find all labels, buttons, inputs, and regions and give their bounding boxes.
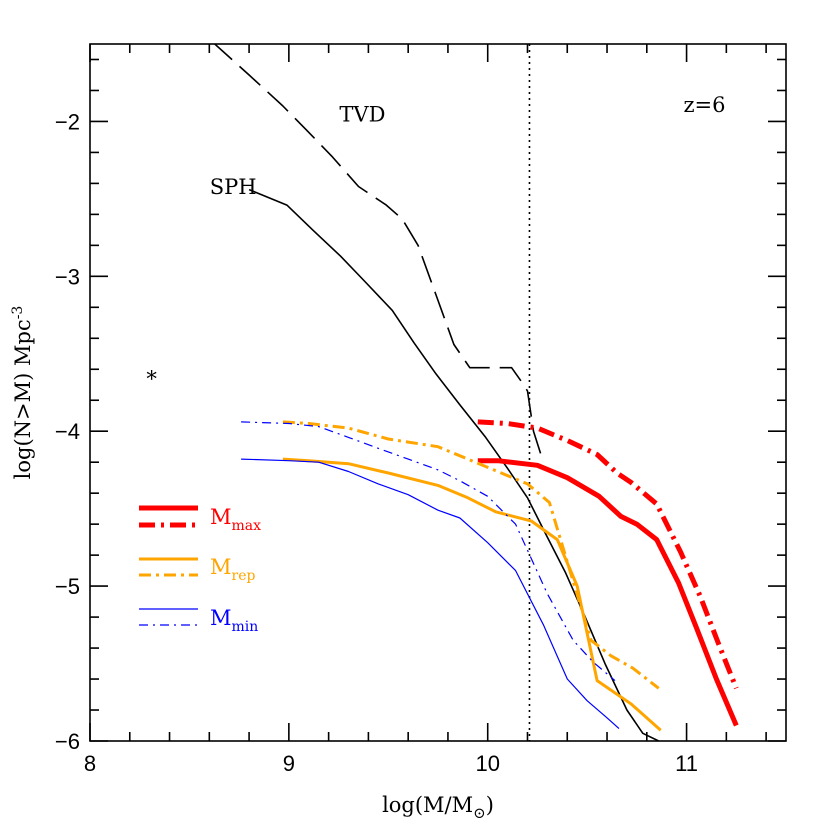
y-tick-label: −5 bbox=[55, 574, 80, 599]
x-tick-label: 9 bbox=[283, 751, 295, 776]
ticks-layer bbox=[89, 44, 786, 742]
series-line-max-dash bbox=[477, 419, 739, 690]
legend-label-min: Mmin bbox=[210, 606, 258, 635]
y-tick-label: −4 bbox=[55, 419, 80, 444]
legend-label-base: M bbox=[210, 555, 232, 579]
legend-label-sub: min bbox=[232, 619, 259, 635]
legend-label-sub: max bbox=[232, 518, 262, 534]
labels-layer: 8 9 10 11 −6 −5 −4 −3 −2 log(M/M⊙) log(N>M) Mpc-3 T… bbox=[10, 93, 725, 822]
series-line-tvd bbox=[213, 44, 543, 457]
series-line-min-solid bbox=[241, 458, 620, 730]
annotation-tvd: TVD bbox=[339, 102, 385, 126]
series-line-max-solid bbox=[477, 458, 739, 727]
legend-label-rep: Mrep bbox=[210, 555, 255, 584]
annotation-marker: * bbox=[146, 367, 157, 391]
x-axis-title: log(M/M⊙) bbox=[382, 793, 494, 822]
plot-frame bbox=[89, 43, 787, 742]
legend-label-max: Mmax bbox=[210, 505, 261, 534]
x-tick-label: 8 bbox=[84, 751, 96, 776]
x-tick-label: 11 bbox=[675, 751, 698, 776]
series-line-rep-solid bbox=[282, 457, 662, 732]
series-layer bbox=[213, 44, 739, 741]
legend-label-base: M bbox=[210, 606, 232, 630]
x-axis-title-sub: ⊙ bbox=[473, 804, 486, 822]
y-tick-label: −6 bbox=[55, 729, 80, 754]
annotation-sph: SPH bbox=[210, 175, 257, 199]
y-tick-label: −2 bbox=[55, 109, 80, 134]
y-axis-title: log(N>M) Mpc-3 bbox=[10, 306, 35, 480]
y-tick-label: −3 bbox=[55, 264, 80, 289]
legend-label-sub: rep bbox=[232, 568, 256, 584]
legend-label-base: M bbox=[210, 505, 232, 529]
series-line-min-dash bbox=[241, 421, 616, 682]
x-tick-label: 10 bbox=[475, 751, 499, 776]
x-axis-title-end: ) bbox=[486, 793, 494, 817]
series-line-sph bbox=[248, 188, 660, 741]
x-axis-title-main: log(M/M bbox=[382, 793, 473, 817]
y-axis-title-sup: -3 bbox=[10, 306, 26, 320]
annotation-redshift: z=6 bbox=[683, 93, 725, 117]
y-axis-title-main: log(N>M) Mpc bbox=[11, 319, 35, 479]
